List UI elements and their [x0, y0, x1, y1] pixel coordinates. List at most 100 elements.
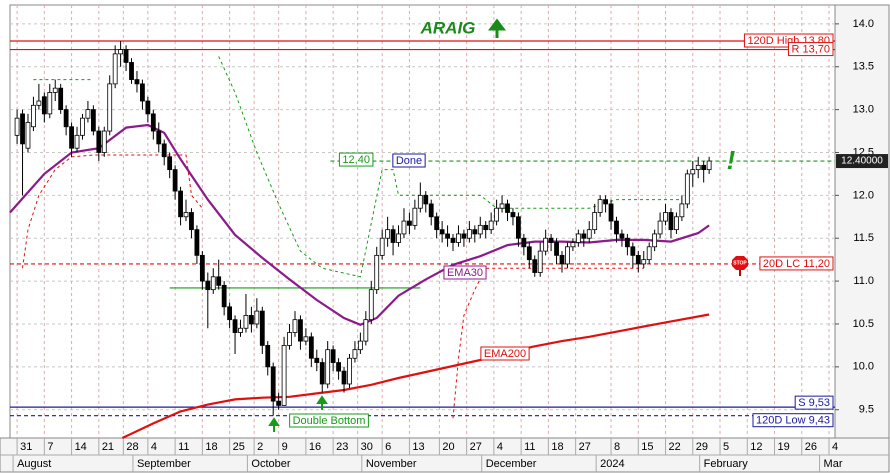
candle-body: [123, 49, 129, 63]
candle-body: [134, 79, 140, 85]
x-tick-label: 2: [257, 441, 263, 453]
candle-body: [216, 276, 222, 286]
candle-body: [559, 254, 565, 265]
candle-body: [488, 220, 494, 231]
bottom-arrow: [316, 395, 328, 410]
candle-body: [652, 233, 658, 248]
indicator-line: [121, 313, 710, 439]
candle-body: [608, 203, 614, 222]
level-label-box: [759, 256, 834, 271]
candle-body: [336, 362, 341, 372]
candle-body: [695, 164, 701, 171]
candle-body: [575, 233, 581, 243]
x-tick-label: 14: [75, 441, 87, 453]
x-tick-label: 4: [832, 441, 838, 453]
candle-body: [456, 233, 461, 243]
candle-body: [668, 212, 674, 231]
candle-body: [390, 229, 396, 243]
annotation: Double Bottom: [293, 415, 366, 427]
candle-body: [303, 336, 309, 342]
candle-body: [270, 366, 276, 402]
candle-body: [232, 319, 238, 333]
candle-body: [183, 212, 189, 218]
month-label: November: [366, 458, 417, 470]
candle-body: [624, 237, 630, 248]
candle-body: [292, 319, 298, 333]
x-tick-label: 27: [470, 441, 482, 453]
candle-body: [52, 87, 58, 93]
candle-body: [434, 216, 440, 231]
candle-body: [505, 203, 510, 213]
candle-body: [663, 212, 668, 222]
candle-body: [347, 357, 352, 385]
candle-body: [445, 233, 450, 239]
candle-body: [319, 362, 325, 385]
candle-body: [69, 126, 74, 149]
candle-body: [118, 49, 124, 55]
x-tick-label: 28: [126, 441, 138, 453]
y-tick-label: 10.5: [853, 318, 874, 330]
month-label: October: [251, 458, 290, 470]
candle-body: [417, 194, 423, 209]
candle-body: [14, 117, 20, 136]
candle-body: [401, 220, 407, 235]
candle-body: [565, 246, 570, 265]
x-tick-label: 15: [641, 441, 653, 453]
x-tick-label: 8: [614, 441, 620, 453]
grid: [10, 5, 839, 472]
level-label: 20D LC 11,20: [763, 258, 830, 270]
candle-body: [85, 109, 91, 119]
candle-body: [532, 259, 538, 273]
candle-body: [701, 164, 707, 171]
y-tick-label: 11.0: [853, 275, 874, 287]
x-tick-label: 22: [669, 441, 681, 453]
candle-body: [494, 207, 500, 222]
candle-body: [80, 117, 85, 136]
candle-body: [516, 216, 521, 239]
series-label-box: [480, 346, 530, 361]
candle-body: [407, 220, 412, 226]
y-tick-label: 13.0: [853, 104, 874, 116]
x-tick-label: 31: [20, 441, 32, 453]
bottom-arrow: [268, 417, 280, 432]
candle-body: [614, 220, 619, 235]
candle-body: [265, 344, 271, 368]
level-label: S 9,53: [798, 397, 830, 409]
candle-body: [101, 130, 107, 153]
chart-title: ARAIG: [420, 18, 476, 37]
month-label: 2024: [600, 458, 624, 470]
candle-body: [374, 254, 380, 291]
candle-body: [287, 332, 292, 346]
candle-body: [646, 246, 652, 261]
indicator-lines: [9, 56, 710, 439]
candle-body: [20, 113, 25, 145]
candle-body: [450, 237, 456, 243]
candle-body: [63, 109, 69, 128]
x-tick-label: 4: [497, 441, 503, 453]
candle-body: [221, 284, 227, 308]
candle-body: [657, 220, 663, 235]
title-arrow: [488, 18, 506, 38]
candle-body: [439, 229, 445, 235]
stop-line: [33, 56, 682, 278]
candle-body: [194, 229, 200, 256]
candle-body: [641, 259, 647, 265]
candle-body: [248, 314, 254, 325]
annotation-box: [289, 413, 369, 428]
candle-body: [412, 207, 418, 226]
candle-body: [690, 169, 696, 175]
x-tick-label: 11: [524, 441, 535, 453]
x-tick-label: 19: [778, 441, 790, 453]
level-label-box: [794, 395, 834, 410]
candle-body: [586, 229, 592, 239]
candle-body: [281, 344, 287, 406]
stop-icon: STOP: [732, 256, 748, 276]
candle-body: [537, 250, 543, 273]
candle-body: [58, 87, 64, 111]
candle-body: [31, 104, 36, 128]
x-tick-label: 26: [805, 441, 817, 453]
candle-body: [189, 212, 194, 231]
stop-line: [22, 154, 644, 419]
candle-body: [41, 96, 47, 115]
x-tick-label: 5: [723, 441, 729, 453]
